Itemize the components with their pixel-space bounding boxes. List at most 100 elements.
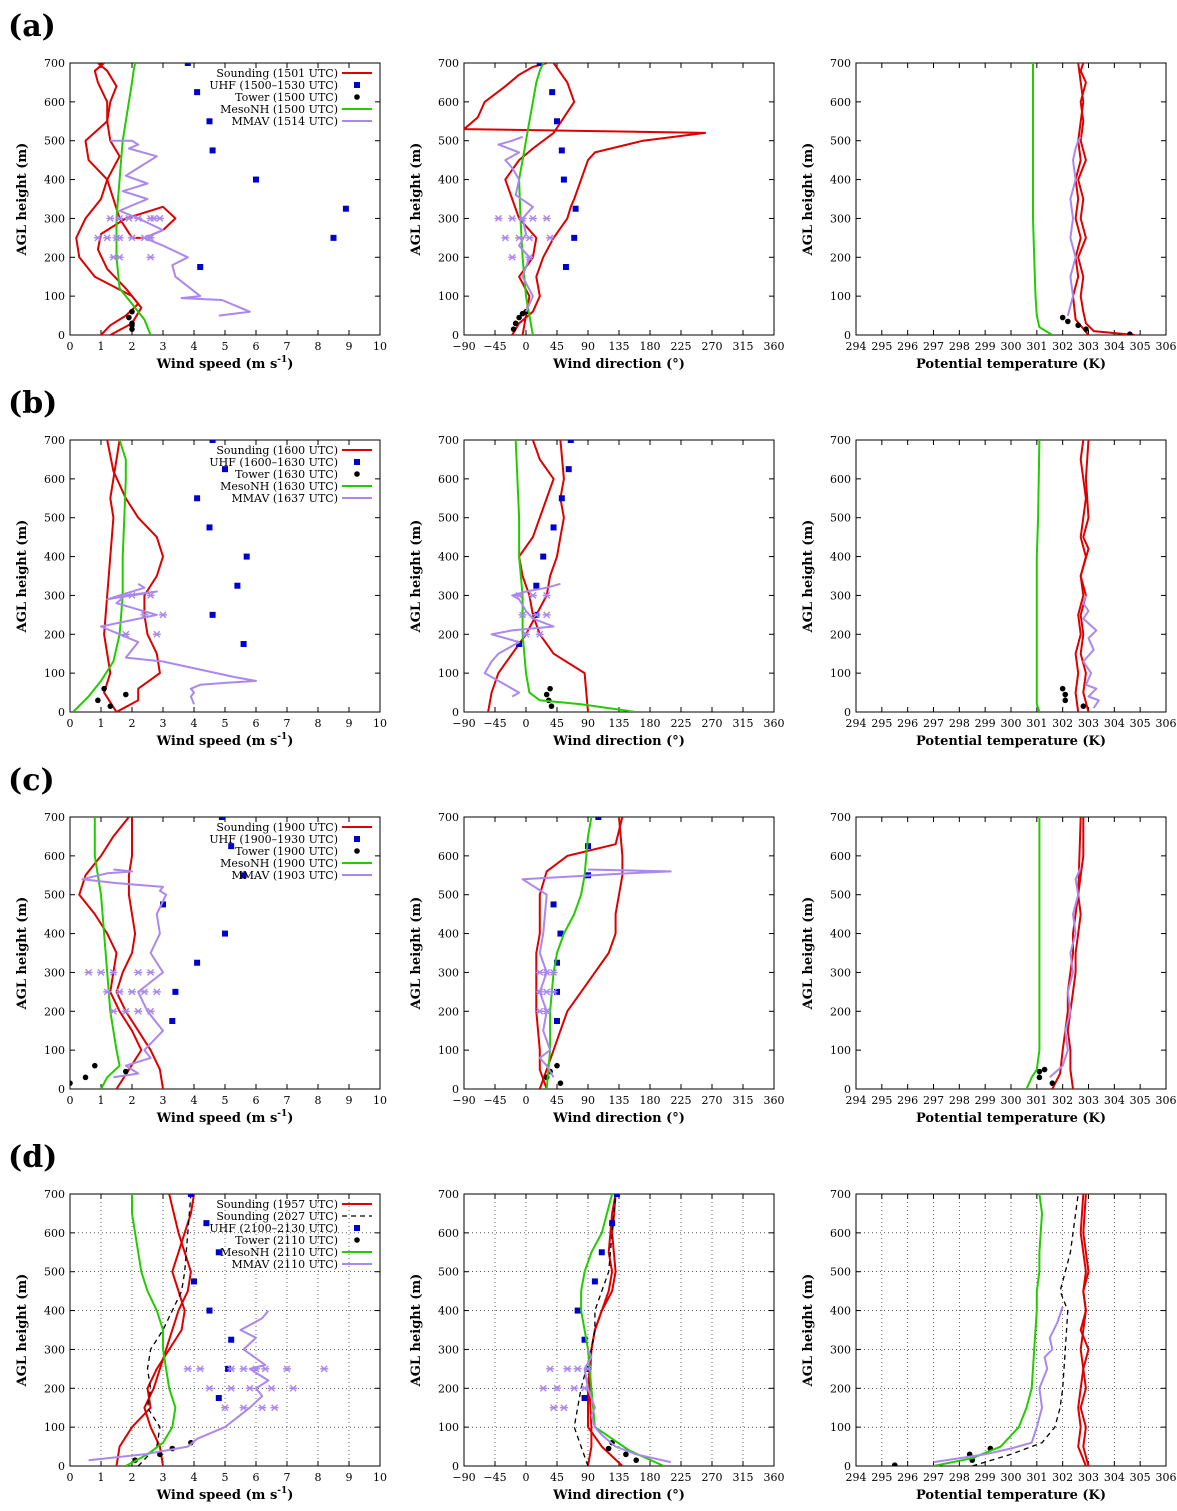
x-tick-label: 298 <box>949 717 970 730</box>
x-tick-label: 270 <box>702 717 723 730</box>
plot-frame <box>855 439 1167 713</box>
plot-2-2: −90 −45 0 45 90 135 180 225 270 315 360 0 100 200 300 4… <box>409 434 785 749</box>
mmav-point <box>283 1365 291 1373</box>
x-axis-label-main: Wind speed (m s <box>156 1488 278 1503</box>
series-line <box>93 817 121 1089</box>
x-tick-label: 9 <box>346 340 353 353</box>
y-tick-label: 100 <box>438 667 459 680</box>
x-tick-label: 5 <box>222 1471 229 1484</box>
y-tick-label: 100 <box>830 667 851 680</box>
mmav-point <box>584 1365 592 1373</box>
legend-label: UHF (1600–1630 UTC) <box>209 456 338 469</box>
x-tick-label: 0 <box>523 1471 530 1484</box>
x-tick-label: 135 <box>609 717 630 730</box>
legend-label: UHF (1500–1530 UTC) <box>209 79 338 92</box>
x-tick-label: −45 <box>483 1094 506 1107</box>
y-tick-label: 600 <box>438 473 459 486</box>
x-tick-label: 7 <box>284 340 291 353</box>
x-tick-label: 0 <box>67 1094 74 1107</box>
x-tick-label: 6 <box>253 1094 260 1107</box>
uhf-point <box>191 1278 197 1285</box>
y-tick-label: 0 <box>58 329 65 342</box>
mmav-point <box>570 1384 579 1392</box>
x-tick-label: 301 <box>1026 1471 1047 1484</box>
uhf-point <box>550 901 557 908</box>
x-tick-label: 4 <box>191 1471 198 1484</box>
legend-swatch <box>354 1225 360 1231</box>
series-line <box>972 1194 1079 1466</box>
mmav-point <box>103 234 112 242</box>
tower-point <box>1083 326 1089 332</box>
x-tick-label: 225 <box>671 340 692 353</box>
series-line <box>115 1194 195 1466</box>
x-tick-label: 2 <box>129 1471 136 1484</box>
legend: Sounding (1600 UTC)UHF (1600–1630 UTC)To… <box>209 444 372 505</box>
x-tick-label: 5 <box>222 717 229 730</box>
mmav-point <box>528 591 537 599</box>
x-tick-label: 1 <box>98 340 105 353</box>
x-tick-label: 304 <box>1104 717 1125 730</box>
y-tick-label: 500 <box>830 135 851 148</box>
mmav-point <box>515 234 524 242</box>
y-axis-label: AGL height (m) <box>15 1274 30 1388</box>
x-tick-label: 180 <box>640 1471 661 1484</box>
y-tick-label: 500 <box>830 1266 851 1279</box>
x-tick-label: 301 <box>1026 717 1047 730</box>
y-tick-label: 500 <box>44 512 65 525</box>
uhf-point <box>240 872 247 879</box>
y-tick-label: 700 <box>830 811 851 824</box>
y-tick-label: 600 <box>438 96 459 109</box>
y-tick-label: 700 <box>44 434 65 447</box>
uhf-point <box>574 1307 581 1314</box>
panel-label: (a) <box>8 9 56 44</box>
panel-3: (c)0 1 2 3 4 5 6 7 8 9 100100200300400500600700Win… <box>8 763 1177 1126</box>
y-tick-label: 600 <box>44 473 65 486</box>
mmav-point <box>580 1384 589 1392</box>
panel-1: (a)0 1 2 3 4 5 6 7 8 9 100100200300400500600700Win… <box>8 9 1177 372</box>
tower-point <box>1049 1080 1056 1086</box>
legend-label: MMAV (2110 UTC) <box>232 1258 338 1271</box>
x-tick-label: 302 <box>1052 340 1073 353</box>
x-tick-label: 301 <box>1026 1094 1047 1107</box>
x-tick-label: 5 <box>222 340 229 353</box>
data-layer <box>75 63 349 335</box>
x-tick-label: 270 <box>702 1094 723 1107</box>
tower-point <box>1062 691 1069 698</box>
y-tick-label: 100 <box>438 290 459 303</box>
x-axis-label-end: ) <box>287 357 293 372</box>
y-tick-label: 0 <box>452 329 459 342</box>
mmav-point <box>320 1365 329 1373</box>
mmav-point <box>146 591 155 599</box>
uhf-point <box>598 1249 605 1256</box>
legend-label: MesoNH (1900 UTC) <box>220 857 338 870</box>
legend-swatch <box>354 1237 360 1243</box>
mmav-point <box>128 988 136 996</box>
x-tick-label: 298 <box>949 1094 970 1107</box>
series-line <box>1079 440 1090 712</box>
x-tick-label: 303 <box>1078 1094 1099 1107</box>
x-tick-label: 270 <box>702 1471 723 1484</box>
mmav-point <box>518 214 527 222</box>
x-axis-label: Potential temperature (K) <box>916 734 1106 749</box>
y-tick-label: 100 <box>44 1421 65 1434</box>
x-tick-label: 5 <box>222 1094 229 1107</box>
x-tick-label: 4 <box>191 340 198 353</box>
mmav-point <box>549 988 558 996</box>
series-line <box>100 582 257 705</box>
x-tick-label: 360 <box>764 340 785 353</box>
panel-2: (b)0 1 2 3 4 5 6 7 8 9 100100200300400500600700Win… <box>8 386 1177 749</box>
tower-point <box>95 697 101 704</box>
y-tick-label: 500 <box>438 1266 459 1279</box>
series-line <box>115 63 152 335</box>
y-tick-label: 400 <box>44 1305 65 1318</box>
mmav-point <box>140 988 149 996</box>
x-tick-label: 301 <box>1026 340 1047 353</box>
x-tick-label: 315 <box>733 1471 754 1484</box>
series-line <box>1079 1194 1090 1466</box>
mmav-point <box>115 253 124 261</box>
tower-point <box>92 1062 98 1069</box>
y-tick-label: 400 <box>438 174 459 187</box>
x-tick-label: 45 <box>550 1094 564 1107</box>
x-tick-label: 299 <box>975 340 996 353</box>
y-tick-label: 100 <box>44 667 65 680</box>
